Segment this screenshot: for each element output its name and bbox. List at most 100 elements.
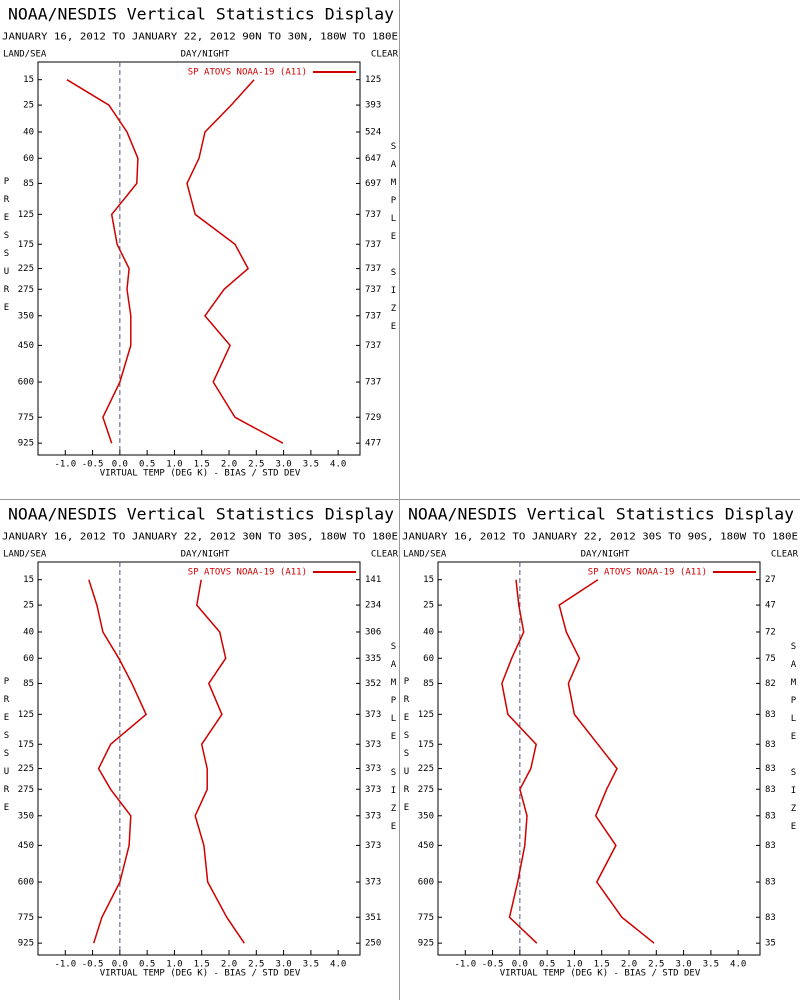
- sample-size: 697: [365, 179, 381, 189]
- sample-size: 83: [765, 740, 776, 750]
- y-tick-label: 600: [18, 378, 34, 388]
- legend-label: SP ATOVS NOAA-19 (A11): [588, 568, 707, 578]
- chart-panel: NOAA/NESDIS Vertical Statistics Display J…: [2, 5, 399, 479]
- y-tick-label: 925: [418, 939, 434, 949]
- x-tick-label: 0.0: [512, 960, 528, 970]
- y-tick-label: 450: [418, 841, 434, 851]
- bias-line: [88, 579, 148, 944]
- y-tick-label: 600: [18, 878, 34, 888]
- y-tick-label: 125: [18, 210, 34, 220]
- sample-size: 306: [365, 627, 381, 637]
- x-tick-label: 2.5: [248, 460, 264, 470]
- x-tick-label: 4.0: [730, 960, 746, 970]
- y-tick-label: 125: [18, 710, 34, 720]
- sample-size: 83: [765, 785, 776, 795]
- x-tick-label: 3.0: [275, 960, 291, 970]
- y-tick-label: 925: [18, 439, 34, 449]
- legend-label: SP ATOVS NOAA-19 (A11): [188, 68, 307, 78]
- y2-axis-label: SAMPLE SIZE: [389, 142, 399, 340]
- sample-size: 373: [365, 878, 381, 888]
- x-tick-label: 2.0: [221, 960, 237, 970]
- x-tick-label: 3.0: [275, 460, 291, 470]
- sample-size: 27: [765, 575, 776, 585]
- y-tick-label: 600: [418, 878, 434, 888]
- y-tick-label: 275: [18, 285, 34, 295]
- y-tick-label: 60: [423, 654, 434, 664]
- y-tick-label: 350: [418, 811, 434, 821]
- land-sea-label: LAND/SEA: [3, 50, 47, 60]
- std-dev-line: [194, 579, 245, 944]
- x-tick-label: 1.5: [194, 460, 210, 470]
- sample-size: 393: [365, 101, 381, 111]
- sample-size: 250: [365, 939, 381, 949]
- x-tick-label: 2.5: [648, 960, 664, 970]
- day-night-label: DAY/NIGHT: [181, 550, 230, 560]
- plot-frame: [437, 561, 761, 956]
- x-tick-label: 2.0: [621, 960, 637, 970]
- sample-size: 373: [365, 764, 381, 774]
- plot-frame: [37, 61, 361, 456]
- sample-size: 83: [765, 913, 776, 923]
- y-tick-label: 25: [23, 101, 34, 111]
- sample-size: 737: [365, 341, 381, 351]
- x-tick-label: 3.5: [303, 960, 319, 970]
- x-tick-label: 0.5: [139, 960, 155, 970]
- y-tick-label: 175: [18, 740, 34, 750]
- plot-frame: [37, 561, 361, 956]
- x-tick-label: -0.5: [82, 460, 104, 470]
- sample-size: 737: [365, 285, 381, 295]
- y-tick-label: 175: [18, 240, 34, 250]
- sample-size: 82: [765, 679, 776, 689]
- sample-size: 75: [765, 654, 776, 664]
- x-axis-label: VIRTUAL TEMP (DEG K) - BIAS / STD DEV: [500, 969, 701, 979]
- y-tick-label: 25: [423, 601, 434, 611]
- sample-size: 83: [765, 841, 776, 851]
- chart-subtitle: JANUARY 16, 2012 TO JANUARY 22, 2012 90N…: [2, 32, 398, 43]
- chart-subtitle: JANUARY 16, 2012 TO JANUARY 22, 2012 30S…: [402, 532, 798, 543]
- y-tick-label: 175: [418, 740, 434, 750]
- y2-axis-label: SAMPLE SIZE: [789, 642, 799, 840]
- x-tick-label: 3.5: [703, 960, 719, 970]
- clear-label: CLEAR: [371, 50, 399, 60]
- x-tick-label: 0.0: [112, 460, 128, 470]
- x-tick-label: 0.0: [112, 960, 128, 970]
- y-tick-label: 125: [418, 710, 434, 720]
- chart-title: NOAA/NESDIS Vertical Statistics Display: [8, 5, 394, 24]
- x-tick-label: -0.5: [482, 960, 504, 970]
- y-tick-label: 775: [418, 913, 434, 923]
- y-tick-label: 40: [23, 127, 34, 137]
- sample-size: 524: [365, 127, 381, 137]
- sample-size: 352: [365, 679, 381, 689]
- x-tick-label: 3.0: [675, 960, 691, 970]
- legend-label: SP ATOVS NOAA-19 (A11): [188, 568, 307, 578]
- y-tick-label: 25: [23, 601, 34, 611]
- y-tick-label: 85: [23, 679, 34, 689]
- sample-size: 125: [365, 75, 381, 85]
- day-night-label: DAY/NIGHT: [581, 550, 630, 560]
- chart-title: NOAA/NESDIS Vertical Statistics Display: [8, 505, 394, 524]
- sample-size: 72: [765, 627, 776, 637]
- sample-size: 141: [365, 575, 381, 585]
- y-tick-label: 15: [423, 575, 434, 585]
- y-tick-label: 85: [423, 679, 434, 689]
- sample-size: 35: [765, 939, 776, 949]
- y-axis-label: PRESSURE: [2, 177, 12, 321]
- y-axis-label: PRESSURE: [402, 677, 412, 821]
- clear-label: CLEAR: [771, 550, 799, 560]
- chart-title: NOAA/NESDIS Vertical Statistics Display: [408, 505, 794, 524]
- sample-size: 737: [365, 378, 381, 388]
- sample-size: 373: [365, 811, 381, 821]
- x-tick-label: -1.0: [454, 960, 476, 970]
- y-tick-label: 225: [418, 764, 434, 774]
- y-tick-label: 60: [23, 654, 34, 664]
- sample-size: 737: [365, 264, 381, 274]
- y-tick-label: 925: [18, 939, 34, 949]
- day-night-label: DAY/NIGHT: [181, 50, 230, 60]
- x-tick-label: 0.5: [539, 960, 555, 970]
- y-tick-label: 775: [18, 913, 34, 923]
- y-tick-label: 85: [23, 179, 34, 189]
- sample-size: 83: [765, 811, 776, 821]
- x-tick-label: -0.5: [82, 960, 104, 970]
